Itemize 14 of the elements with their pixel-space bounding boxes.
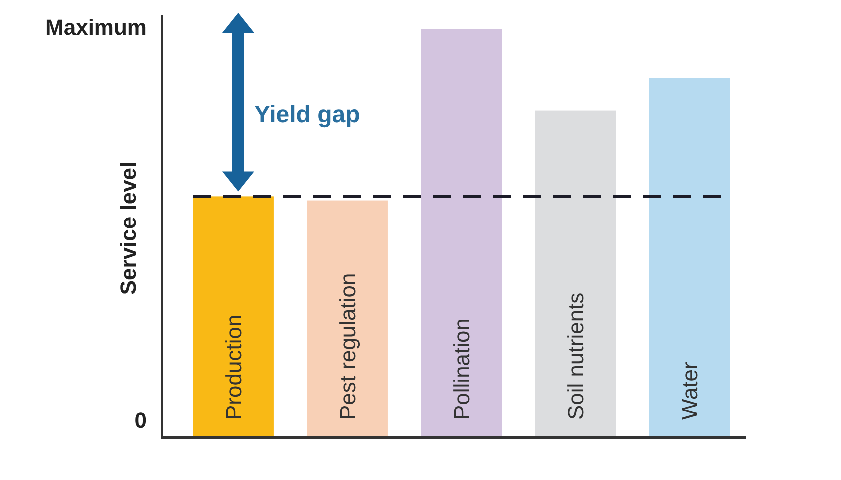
text: Maximum <box>46 14 147 40</box>
bar <box>421 29 502 438</box>
bar <box>649 78 730 438</box>
x-tick-label: Pollination <box>449 318 474 420</box>
x-tick-label: Water <box>677 362 702 420</box>
bar <box>307 200 388 438</box>
x-tick-label: Soil nutrients <box>563 292 588 420</box>
text: 0 <box>134 408 147 432</box>
bar <box>193 196 274 438</box>
x-tick-label: Production <box>220 314 246 420</box>
bar <box>535 110 616 438</box>
x-tick-label: Pest regulation <box>335 273 360 420</box>
y-axis-title: Service level <box>116 162 140 296</box>
annotation: Yield gap <box>254 100 360 128</box>
